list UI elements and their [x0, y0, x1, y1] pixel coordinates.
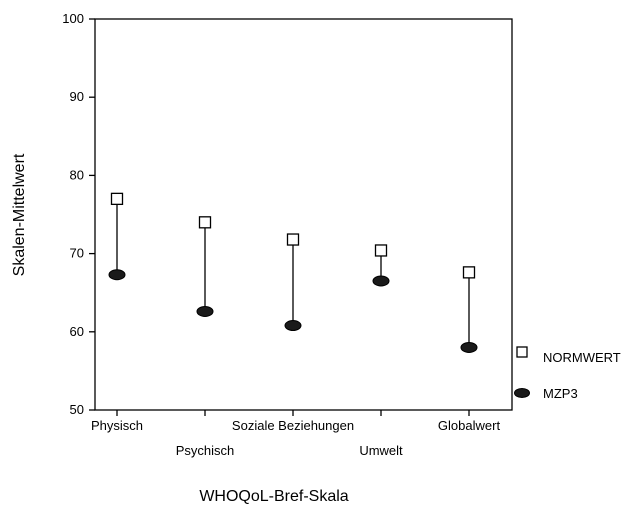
legend-label-mzp3: MZP3 [543, 386, 578, 401]
normwert-point-3 [374, 244, 388, 257]
mzp3-point-4 [460, 341, 478, 353]
y-axis: 50 60 70 80 90 100 [62, 11, 95, 417]
mzp3-point-2 [284, 320, 302, 332]
legend-marker-mzp3 [514, 388, 530, 398]
range-lines [116, 198, 470, 348]
x-tick-label-2: Soziale Beziehungen [232, 418, 354, 433]
x-tick-label-0: Physisch [91, 418, 143, 433]
plot-frame [94, 18, 513, 411]
normwert-point-1 [198, 216, 212, 229]
markers [108, 192, 478, 353]
mzp3-point-0 [108, 269, 126, 281]
x-tick-label-3: Umwelt [359, 443, 403, 458]
y-tick-label-90: 90 [70, 89, 84, 104]
legend-marker-normwert [516, 346, 528, 358]
normwert-point-4 [462, 266, 476, 279]
normwert-point-2 [286, 233, 300, 246]
y-tick-label-50: 50 [70, 402, 84, 417]
normwert-point-0 [110, 192, 124, 206]
legend: NORMWERT MZP3 [514, 346, 621, 401]
y-tick-label-60: 60 [70, 324, 84, 339]
x-axis-title: WHOQoL-Bref-Skala [199, 488, 348, 505]
y-tick-label-80: 80 [70, 167, 84, 182]
y-tick-label-70: 70 [70, 246, 84, 261]
x-tick-label-1: Psychisch [176, 443, 235, 458]
y-tick-label-100: 100 [62, 11, 84, 26]
mzp3-point-1 [196, 305, 214, 317]
y-axis-title: Skalen-Mittelwert [11, 153, 28, 276]
legend-label-normwert: NORMWERT [543, 350, 621, 365]
x-axis: Physisch Psychisch Soziale Beziehungen Umwe… [91, 410, 500, 458]
plot-border [94, 18, 513, 411]
x-tick-label-4: Globalwert [438, 418, 501, 433]
mzp3-point-3 [372, 275, 390, 287]
